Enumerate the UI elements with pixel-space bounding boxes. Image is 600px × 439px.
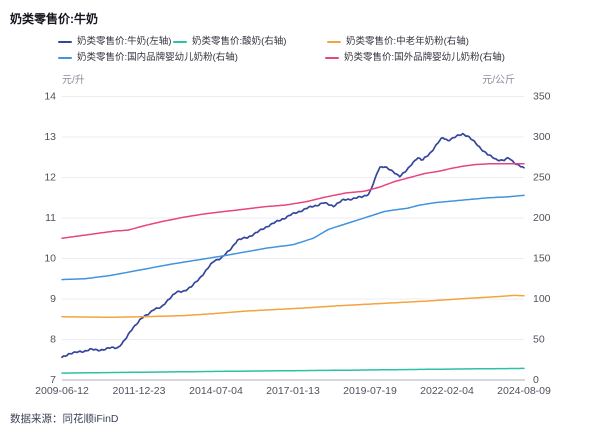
left-axis-tick-label: 12 bbox=[44, 171, 56, 183]
left-axis-tick-label: 13 bbox=[44, 131, 56, 143]
right-axis-tick-label: 50 bbox=[533, 333, 545, 345]
legend-line-swatch bbox=[327, 41, 341, 43]
left-axis-tick-label: 11 bbox=[45, 212, 56, 224]
legend-item-label: 奶类零售价:国外品牌婴幼儿奶粉(右轴) bbox=[344, 52, 505, 63]
left-axis-unit-label: 元/升 bbox=[62, 75, 85, 86]
legend-item-label: 奶类零售价:牛奶(左轴) bbox=[77, 36, 172, 47]
legend-item[interactable]: 奶类零售价:国外品牌婴幼儿奶粉(右轴) bbox=[325, 52, 505, 64]
x-axis-tick-label: 2019-07-19 bbox=[343, 385, 397, 397]
series-line bbox=[61, 367, 525, 374]
x-axis-tick-label: 2009-06-12 bbox=[35, 385, 89, 397]
data-source-note: 数据来源：同花顺iFinD bbox=[10, 413, 119, 425]
legend-line-swatch bbox=[58, 57, 72, 59]
x-axis-tick-label: 2024-08-09 bbox=[497, 385, 551, 397]
left-axis-tick-label: 8 bbox=[50, 333, 56, 345]
x-axis-tick-label: 2017-01-13 bbox=[266, 385, 320, 397]
legend-item[interactable]: 奶类零售价:酸奶(右轴) bbox=[173, 36, 286, 48]
legend-item[interactable]: 奶类零售价:国内品牌婴幼儿奶粉(右轴) bbox=[58, 52, 238, 64]
right-axis-tick-label: 300 bbox=[533, 131, 551, 143]
x-axis-tick-label: 2011-12-23 bbox=[113, 385, 166, 397]
left-axis-tick-label: 7 bbox=[50, 374, 56, 386]
series-line bbox=[61, 294, 525, 318]
legend-item[interactable]: 奶类零售价:牛奶(左轴) bbox=[58, 36, 171, 48]
series-line bbox=[61, 132, 525, 359]
right-axis-tick-label: 100 bbox=[533, 293, 551, 305]
legend-item-label: 奶类零售价:中老年奶粉(右轴) bbox=[346, 36, 469, 47]
right-axis-unit-label: 元/公斤 bbox=[482, 75, 515, 86]
x-axis-tick-label: 2014-07-04 bbox=[189, 385, 243, 397]
right-axis-tick-label: 350 bbox=[533, 90, 551, 102]
legend-item-label: 奶类零售价:酸奶(右轴) bbox=[192, 36, 287, 47]
legend-item-label: 奶类零售价:国内品牌婴幼儿奶粉(右轴) bbox=[77, 52, 238, 63]
series-line bbox=[61, 162, 525, 240]
legend-item[interactable]: 奶类零售价:中老年奶粉(右轴) bbox=[327, 36, 469, 48]
left-axis-tick-label: 10 bbox=[44, 252, 56, 264]
legend-line-swatch bbox=[325, 57, 339, 59]
series-line bbox=[61, 194, 525, 281]
page-title: 奶类零售价:牛奶 bbox=[10, 12, 98, 26]
legend-line-swatch bbox=[58, 41, 72, 43]
right-axis-tick-label: 0 bbox=[533, 374, 539, 386]
right-axis-tick-label: 250 bbox=[533, 171, 551, 183]
right-axis-tick-label: 150 bbox=[533, 252, 551, 264]
left-axis-tick-label: 14 bbox=[44, 90, 56, 102]
right-axis-tick-label: 200 bbox=[533, 212, 551, 224]
left-axis-tick-label: 9 bbox=[50, 293, 56, 305]
x-axis-tick-label: 2022-02-04 bbox=[420, 385, 474, 397]
legend-line-swatch bbox=[173, 41, 187, 43]
